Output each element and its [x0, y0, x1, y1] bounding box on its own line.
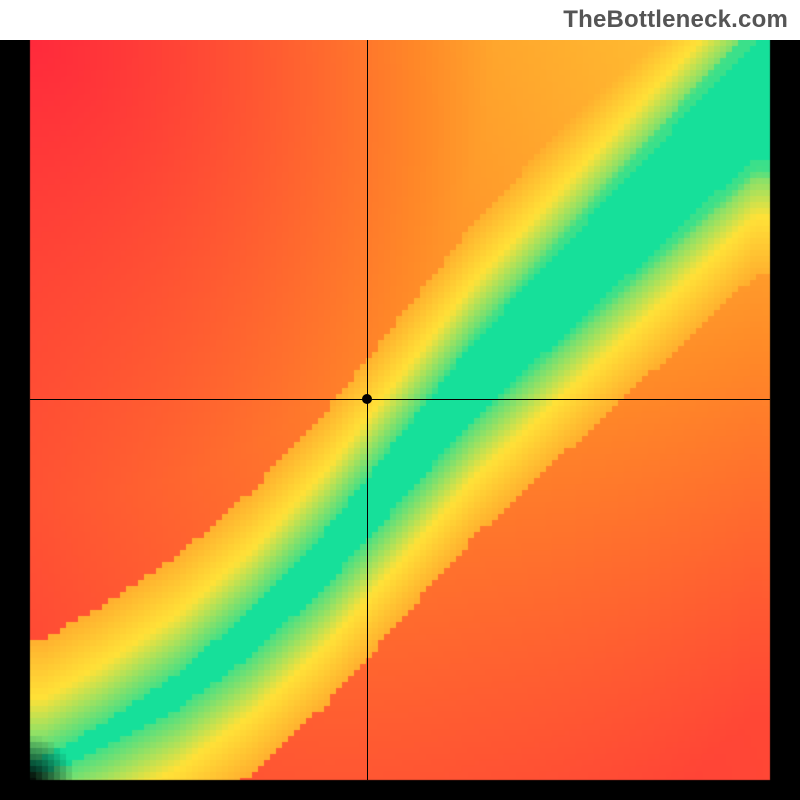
- marker-dot: [362, 394, 372, 404]
- crosshair-vertical: [367, 40, 368, 780]
- heatmap-canvas: [0, 40, 800, 800]
- crosshair-horizontal: [30, 399, 770, 400]
- watermark-text: TheBottleneck.com: [563, 6, 788, 34]
- heatmap-chart: [0, 40, 800, 800]
